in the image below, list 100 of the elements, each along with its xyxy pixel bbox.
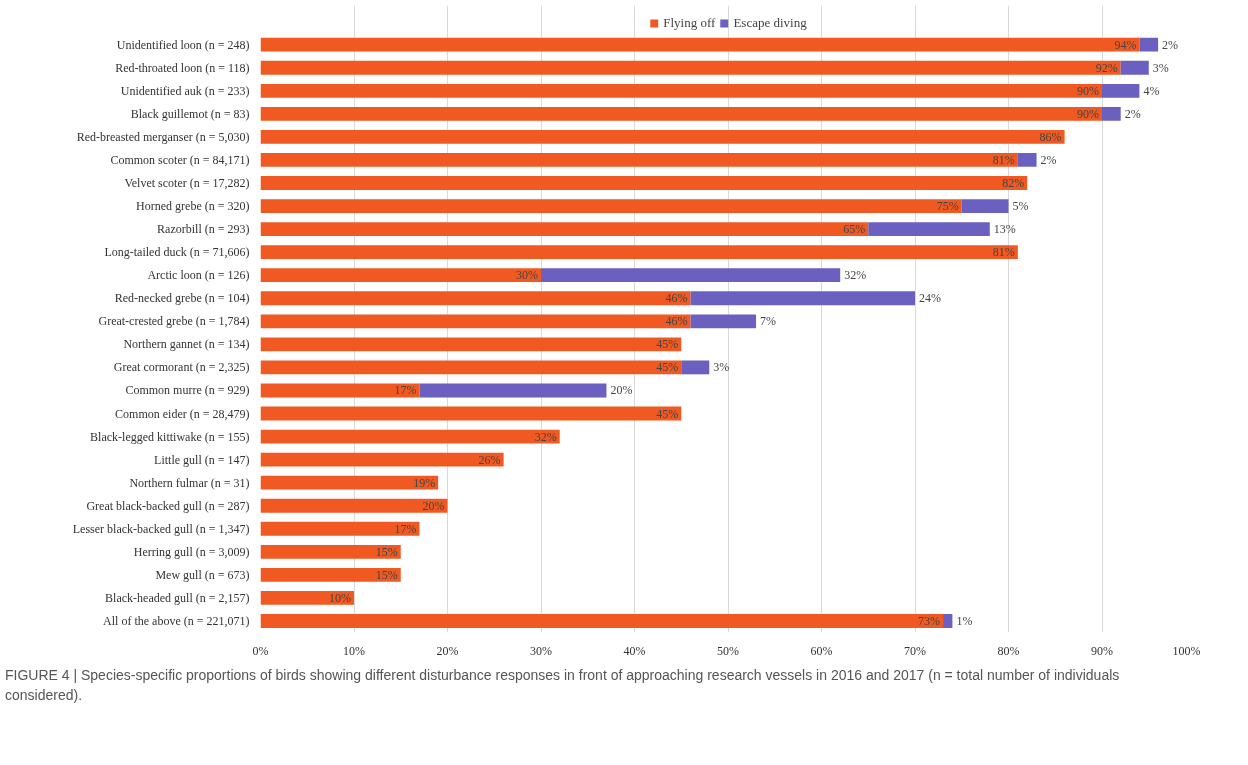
data-label: 90% bbox=[1077, 106, 1099, 121]
data-label: 45% bbox=[656, 337, 679, 352]
x-tick-label: 20% bbox=[436, 643, 459, 658]
bar bbox=[260, 37, 1140, 52]
y-tick-label: Common scoter (n = 84,171) bbox=[110, 152, 250, 167]
bar bbox=[260, 176, 1028, 190]
bar bbox=[260, 544, 401, 559]
data-label: 2% bbox=[1162, 37, 1179, 52]
x-tick-label: 60% bbox=[810, 643, 833, 658]
data-label: 26% bbox=[478, 452, 501, 467]
y-tick-label: Red-throated loon (n = 118) bbox=[115, 60, 250, 75]
x-tick-label: 0% bbox=[252, 643, 269, 658]
bar bbox=[260, 475, 439, 490]
data-label: 4% bbox=[1143, 83, 1160, 98]
data-label: 15% bbox=[375, 544, 398, 559]
bar bbox=[1120, 60, 1149, 75]
bar bbox=[681, 360, 710, 375]
y-tick-label: Unidentified loon (n = 248) bbox=[116, 37, 250, 52]
y-tick-label: Common eider (n = 28,479) bbox=[115, 406, 250, 421]
data-label: 90% bbox=[1077, 83, 1099, 98]
data-label: 32% bbox=[844, 268, 867, 283]
legend-label: Flying off bbox=[663, 15, 716, 31]
x-tick-label: 100% bbox=[1172, 643, 1201, 658]
y-tick-label: Herring gull (n = 3,009) bbox=[133, 544, 250, 559]
bar bbox=[260, 498, 448, 513]
bar bbox=[260, 106, 1102, 121]
data-label: 1% bbox=[956, 613, 973, 628]
y-tick-label: Mew gull (n = 673) bbox=[155, 567, 250, 582]
y-tick-label: Great cormorant (n = 2,325) bbox=[113, 360, 250, 375]
y-tick-label: Velvet scoter (n = 17,282) bbox=[124, 176, 250, 190]
x-tick-label: 30% bbox=[530, 643, 552, 658]
data-label: 20% bbox=[422, 498, 445, 513]
bar bbox=[1102, 106, 1121, 121]
data-label: 45% bbox=[656, 360, 679, 375]
bar bbox=[260, 406, 682, 421]
x-tick-label: 90% bbox=[1091, 643, 1113, 658]
data-label: 5% bbox=[1012, 199, 1029, 214]
data-label: 46% bbox=[665, 291, 688, 306]
y-tick-label: Great-crested grebe (n = 1,784) bbox=[98, 314, 250, 329]
legend-label: Escape diving bbox=[733, 15, 807, 31]
data-label: 17% bbox=[394, 521, 417, 536]
x-tick-label: 50% bbox=[717, 643, 739, 658]
y-tick-label: Red-necked grebe (n = 104) bbox=[114, 291, 250, 306]
data-label: 45% bbox=[656, 406, 679, 421]
data-label: 82% bbox=[1002, 176, 1025, 190]
y-tick-label: Black guillemot (n = 83) bbox=[130, 106, 250, 121]
y-tick-label: Northern fulmar (n = 31) bbox=[129, 475, 250, 490]
bar bbox=[260, 199, 962, 213]
data-label: 30% bbox=[516, 268, 538, 283]
bar bbox=[260, 591, 354, 605]
bar bbox=[419, 383, 607, 398]
bar bbox=[260, 567, 401, 582]
y-tick-label: Little gull (n = 147) bbox=[154, 452, 250, 467]
y-tick-label: Red-breasted merganser (n = 5,030) bbox=[76, 129, 250, 144]
bar bbox=[260, 291, 691, 306]
data-label: 3% bbox=[1152, 60, 1169, 75]
data-label: 13% bbox=[993, 222, 1016, 237]
bar bbox=[961, 199, 1009, 213]
bar bbox=[541, 268, 841, 283]
bar bbox=[260, 245, 1018, 260]
data-label: 19% bbox=[413, 475, 436, 490]
bar bbox=[1017, 153, 1037, 167]
y-tick-label: Unidentified auk (n = 233) bbox=[120, 83, 250, 98]
y-tick-label: Razorbill (n = 293) bbox=[157, 222, 250, 237]
caption: FIGURE 4 | Species-specific proportions of birds showing different disturbance responses in front of approaching research vessels in 2016 and 2017 (n = total number of individuals considered). bbox=[5, 666, 1121, 705]
bar bbox=[690, 314, 757, 329]
bar bbox=[1139, 37, 1159, 52]
bar bbox=[260, 268, 541, 283]
bar bbox=[943, 614, 953, 628]
data-label: 75% bbox=[936, 199, 959, 214]
data-label: 86% bbox=[1039, 129, 1062, 144]
bar bbox=[260, 60, 1121, 75]
bar bbox=[260, 83, 1102, 98]
x-tick-label: 10% bbox=[343, 643, 365, 658]
data-label: 2% bbox=[1040, 152, 1057, 167]
data-label: 32% bbox=[534, 429, 557, 444]
data-label: 81% bbox=[992, 245, 1015, 260]
y-tick-label: Black-legged kittiwake (n = 155) bbox=[90, 429, 250, 444]
data-label: 73% bbox=[918, 613, 941, 628]
y-tick-label: Great black-backed gull (n = 287) bbox=[86, 498, 250, 513]
bar bbox=[260, 452, 504, 467]
bar bbox=[260, 614, 944, 628]
y-tick-label: All of the above (n = 221,071) bbox=[103, 613, 250, 628]
bar bbox=[260, 429, 560, 444]
bar bbox=[868, 222, 990, 237]
data-label: 94% bbox=[1114, 37, 1137, 52]
data-label: 10% bbox=[329, 590, 351, 605]
bar bbox=[260, 360, 682, 375]
bar bbox=[690, 291, 915, 306]
data-label: 46% bbox=[665, 314, 688, 329]
y-tick-label: Horned grebe (n = 320) bbox=[136, 199, 250, 214]
data-label: 92% bbox=[1095, 60, 1118, 75]
y-tick-label: Lesser black-backed gull (n = 1,347) bbox=[72, 521, 250, 536]
bar bbox=[260, 129, 1065, 144]
y-tick-label: Arctic loon (n = 126) bbox=[147, 268, 250, 283]
y-tick-label: Common murre (n = 929) bbox=[125, 383, 250, 398]
bar bbox=[260, 314, 691, 329]
data-label: 17% bbox=[394, 383, 417, 398]
y-tick-label: Northern gannet (n = 134) bbox=[123, 337, 250, 352]
data-label: 65% bbox=[843, 222, 866, 237]
